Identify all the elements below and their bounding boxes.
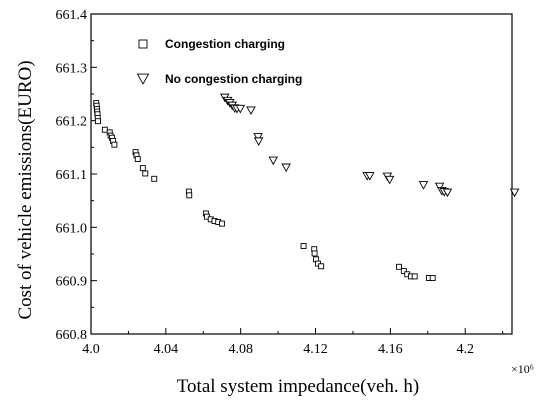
congestion-charging-point [142,170,149,177]
x-tick-label: 4.0 [82,342,100,357]
no-congestion-charging-point [434,182,445,192]
congestion-charging-point [396,263,402,270]
congestion-charging-point [311,250,318,257]
y-tick-label: 661.1 [56,168,88,183]
legend-marker-triangle-icon [136,73,150,85]
y-tick-label: 660.9 [56,275,88,290]
congestion-charging-point [139,165,146,172]
x-axis-title: Total system impedance(veh. h) [177,376,419,397]
y-tick-label: 661.4 [56,8,88,23]
no-congestion-charging-point [365,172,375,181]
x-axis-multiplier: ×10⁶ [511,362,534,376]
legend-label: No congestion charging [165,72,302,86]
marker-layer [93,93,520,281]
x-tick-label: 4.2 [456,342,474,357]
congestion-charging-point [151,175,158,182]
congestion-charging-point [134,156,141,163]
legend-label: Congestion charging [165,37,285,51]
congestion-charging-point [111,141,118,148]
legend: Congestion charging No congestion chargin… [136,37,302,86]
plot-frame [90,13,513,335]
x-tick-label: 4.04 [154,342,179,357]
no-congestion-charging-point [253,133,263,142]
congestion-charging-point [101,126,108,133]
congestion-charging-point [429,275,436,281]
x-tick-label: 4.08 [228,342,253,357]
x-tick-label: 4.16 [378,342,403,357]
no-congestion-charging-point [235,104,246,114]
congestion-charging-point [94,118,101,125]
no-congestion-charging-point [418,181,429,190]
legend-marker-square-icon [138,39,148,49]
axis-layer [90,13,513,335]
tick-layer: 4.0 4.04 4.08 4.12 4.16 4.2 660.8 660.9 661.0 661… [56,8,504,357]
no-congestion-charging-point [509,188,520,198]
x-tick-label: 4.12 [303,342,328,357]
no-congestion-charging-point [268,156,279,166]
y-axis-title: Cost of vehicle emissions(EURO) [15,60,36,319]
no-congestion-charging-point [253,137,264,146]
congestion-charging-point [318,263,325,270]
no-congestion-charging-point [281,163,291,173]
congestion-charging-point [400,268,407,275]
no-congestion-charging-point [442,188,453,198]
no-congestion-charging-point [246,106,256,116]
congestion-charging-point [411,273,418,280]
y-tick-label: 660.8 [56,328,88,343]
congestion-charging-point [186,192,193,199]
congestion-charging-point [219,220,225,227]
no-congestion-charging-point [384,175,395,185]
y-tick-label: 661.0 [56,221,88,236]
y-tick-label: 661.3 [56,61,88,76]
congestion-charging-point [300,243,307,249]
y-tick-label: 661.2 [56,115,88,130]
